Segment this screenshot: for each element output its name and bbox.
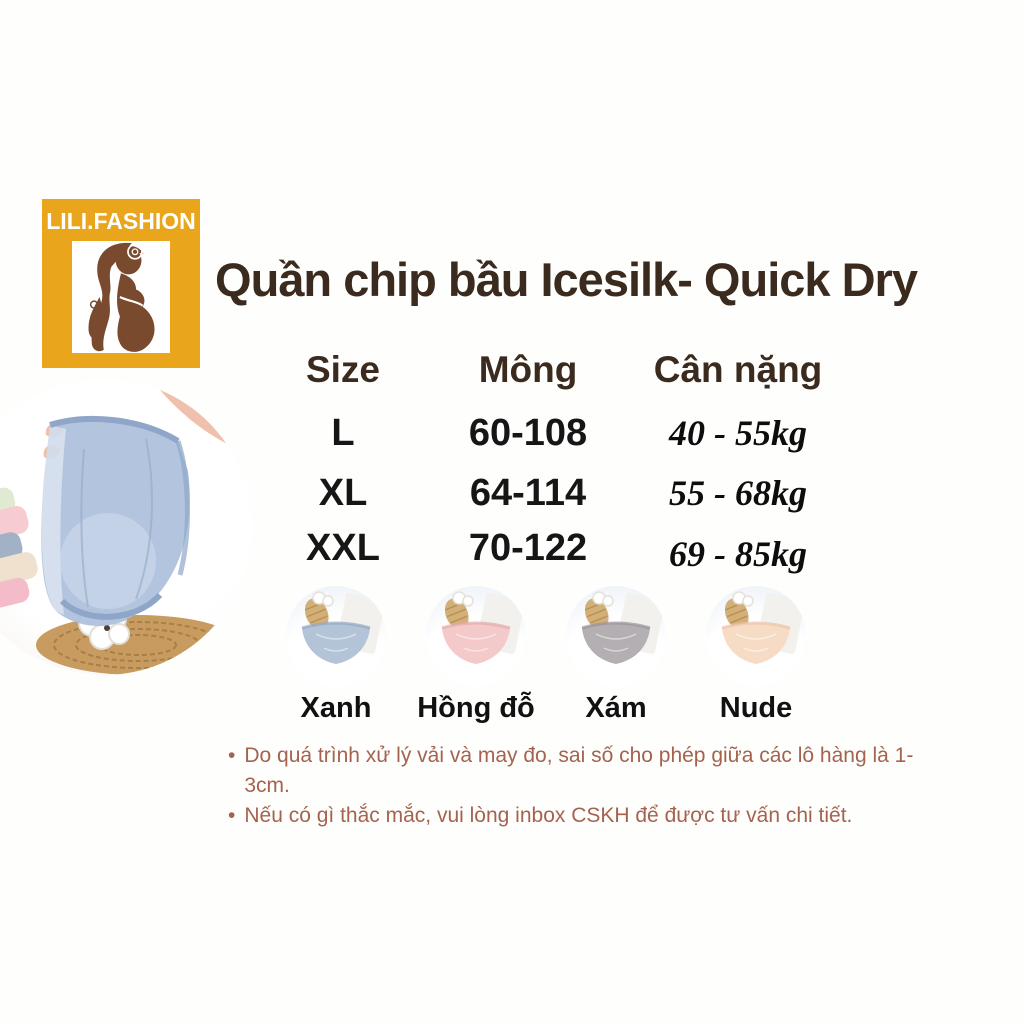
folded-underwear-stack bbox=[0, 487, 38, 621]
hip-value: 64-114 bbox=[469, 471, 587, 514]
product-title: Quần chip bầu Icesilk- Quick Dry bbox=[215, 253, 918, 306]
product-photo bbox=[0, 379, 252, 675]
weight-value: 55 - 68kg bbox=[669, 473, 807, 513]
note-line: • Nếu có gì thắc mắc, vui lòng inbox CSK… bbox=[228, 801, 928, 831]
swatch-photo-xanh-icon bbox=[286, 586, 386, 686]
bullet-icon: • bbox=[228, 804, 236, 827]
color-options: Xanh Hồng đỗ bbox=[266, 586, 826, 725]
hip-value: 70-122 bbox=[468, 526, 588, 569]
swatch-photo-hong-do-icon bbox=[426, 586, 526, 686]
color-option-xam: Xám bbox=[546, 586, 686, 725]
blue-sheer-brief bbox=[41, 415, 190, 626]
color-label: Hồng đỗ bbox=[417, 692, 535, 724]
color-label: Nude bbox=[719, 692, 793, 724]
weight-value: 40 - 55kg bbox=[669, 413, 807, 453]
color-label: Xám bbox=[585, 692, 647, 724]
table-row: L 60-108 40 - 55kg bbox=[243, 404, 863, 462]
table-row: XL 64-114 55 - 68kg bbox=[243, 464, 863, 522]
swatch-photo-nude-icon bbox=[706, 586, 806, 686]
pregnant-woman-icon bbox=[72, 241, 170, 353]
footnotes: • Do quá trình xử lý vải và may đo, sai … bbox=[228, 741, 928, 831]
header-hip: Mông bbox=[478, 349, 578, 390]
note-text: Nếu có gì thắc mắc, vui lòng inbox CSKH … bbox=[244, 804, 853, 827]
color-option-xanh: Xanh bbox=[266, 586, 406, 725]
size-table-header: Size Mông Cân nặng bbox=[243, 341, 863, 399]
color-option-nude: Nude bbox=[686, 586, 826, 725]
bullet-icon: • bbox=[228, 744, 236, 767]
size-value: L bbox=[331, 411, 355, 454]
color-label: Xanh bbox=[300, 692, 372, 724]
color-option-hong-do: Hồng đỗ bbox=[406, 586, 546, 725]
hip-value: 60-108 bbox=[468, 411, 588, 454]
size-value: XL bbox=[318, 471, 368, 514]
note-line: • Do quá trình xử lý vải và may đo, sai … bbox=[228, 741, 928, 801]
weight-value: 69 - 85kg bbox=[669, 534, 807, 574]
swatch-photo-xam-icon bbox=[566, 586, 666, 686]
rattan-plate bbox=[36, 615, 240, 675]
brand-logo: LILI.FASHION bbox=[42, 199, 200, 368]
header-weight: Cân nặng bbox=[653, 349, 823, 390]
table-row: XXL 70-122 69 - 85kg bbox=[243, 519, 863, 577]
header-size: Size bbox=[305, 349, 381, 390]
note-text: Do quá trình xử lý vải và may đo, sai số… bbox=[244, 744, 914, 797]
brand-name: LILI.FASHION bbox=[46, 208, 196, 234]
size-value: XXL bbox=[306, 526, 380, 569]
